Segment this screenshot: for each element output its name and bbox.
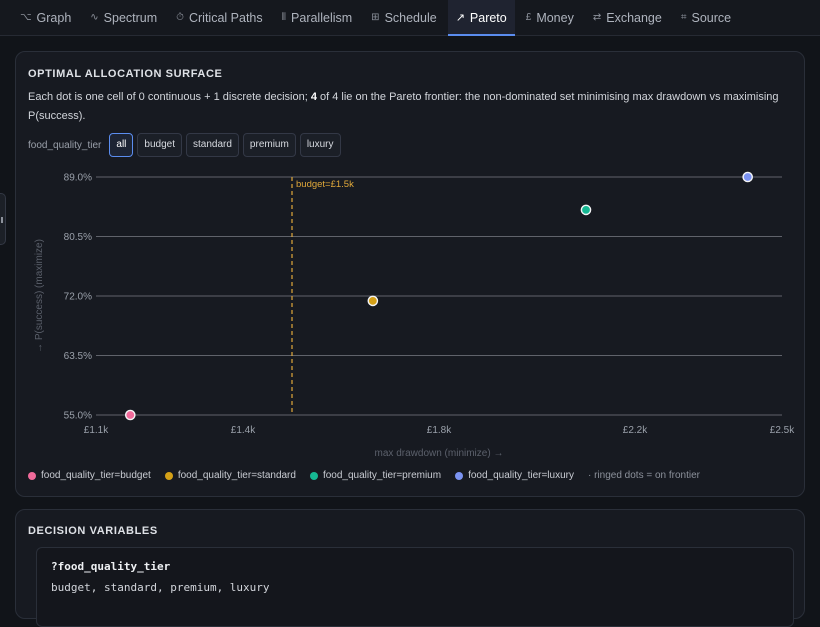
decision-variable-card: ?food_quality_tier budget, standard, pre… xyxy=(36,547,794,627)
budget-line-label: budget=£1.5k xyxy=(296,179,354,190)
panel-description: Each dot is one cell of 0 continuous + 1… xyxy=(28,88,788,126)
variable-name: ?food_quality_tier xyxy=(51,560,171,573)
critical-paths-icon: ⏱ xyxy=(176,12,184,23)
y-tick-label: 80.5% xyxy=(64,232,92,243)
x-axis-title: max drawdown (minimize) → xyxy=(375,448,504,459)
filter-chip-budget[interactable]: budget xyxy=(137,133,182,157)
tab-exchange[interactable]: ⇄ Exchange xyxy=(585,0,670,35)
legend-label: food_quality_tier=standard xyxy=(177,470,296,481)
tab-bar: ⌥ Graph ∿ Spectrum ⏱ Critical Paths ⦀ Paralleli… xyxy=(0,0,820,36)
tab-label: Source xyxy=(691,10,732,25)
filter-label: food_quality_tier xyxy=(28,139,102,151)
pareto-scatter-chart: 55.0% 63.5% 72.0% 80.5% 89.0% £1.1k £1.4k £1.8k… xyxy=(34,171,795,459)
legend-item: food_quality_tier=luxury xyxy=(455,470,574,481)
sidebar-toggle-handle[interactable] xyxy=(0,193,6,245)
decision-variables-panel: DECISION VARIABLES ?food_quality_tier bu… xyxy=(15,509,805,627)
tab-graph[interactable]: ⌥ Graph xyxy=(12,0,79,35)
tab-critical-paths[interactable]: ⏱ Critical Paths xyxy=(168,0,270,35)
description-text-rest: of 4 lie on the Pareto frontier: the non… xyxy=(28,91,779,122)
tab-label: Critical Paths xyxy=(188,10,263,25)
legend-swatch xyxy=(309,471,318,480)
variable-values: budget, standard, premium, luxury xyxy=(51,581,270,594)
y-axis-title: → P(success) (maximize) xyxy=(34,239,45,353)
tier-filter: food_quality_tier all budget standard premi… xyxy=(28,133,341,157)
parallelism-icon: ⦀ xyxy=(281,12,287,23)
data-point-standard xyxy=(367,295,379,307)
tab-money[interactable]: £ Money xyxy=(518,0,582,35)
tab-label: Schedule xyxy=(384,10,437,25)
tab-source[interactable]: ⌗ Source xyxy=(673,0,739,35)
x-tick-label: £1.8k xyxy=(427,425,452,436)
source-icon: ⌗ xyxy=(680,12,687,23)
legend-item: food_quality_tier=standard xyxy=(164,470,296,481)
tab-label: Spectrum xyxy=(103,10,158,25)
filter-chip-premium[interactable]: premium xyxy=(242,133,296,157)
filter-chip-standard[interactable]: standard xyxy=(186,133,239,157)
tab-pareto[interactable]: ↗ Pareto xyxy=(447,0,515,36)
schedule-icon: ⊞ xyxy=(371,12,380,23)
data-point-premium xyxy=(580,204,592,216)
legend-label: food_quality_tier=budget xyxy=(41,470,151,481)
filter-chip-all[interactable]: all xyxy=(109,133,134,157)
x-tick-label: £2.5k xyxy=(770,425,795,436)
x-tick-label: £1.1k xyxy=(84,425,109,436)
tab-label: Graph xyxy=(36,10,72,25)
data-point-budget xyxy=(125,409,136,421)
filter-chip-luxury[interactable]: luxury xyxy=(299,133,341,157)
money-icon: £ xyxy=(525,12,532,23)
tab-schedule[interactable]: ⊞ Schedule xyxy=(363,0,445,35)
data-point-luxury xyxy=(742,171,754,183)
x-tick-label: £2.2k xyxy=(623,425,648,436)
frontier-count: 4 xyxy=(310,91,317,103)
chart-legend: food_quality_tier=budget food_quality_tie… xyxy=(28,470,700,481)
y-tick-label: 89.0% xyxy=(64,173,92,184)
spectrum-icon: ∿ xyxy=(90,12,99,23)
legend-swatch xyxy=(455,471,464,480)
tab-parallelism[interactable]: ⦀ Parallelism xyxy=(274,0,361,35)
tab-label: Parallelism xyxy=(291,10,353,25)
exchange-icon: ⇄ xyxy=(592,12,602,23)
graph-icon: ⌥ xyxy=(20,12,32,23)
x-tick-label: £1.4k xyxy=(231,425,256,436)
allocation-surface-panel: OPTIMAL ALLOCATION SURFACE Each dot is o… xyxy=(15,51,805,497)
tab-label: Pareto xyxy=(469,10,507,25)
pareto-icon: ↗ xyxy=(455,12,465,24)
panel-title: OPTIMAL ALLOCATION SURFACE xyxy=(28,68,223,80)
y-tick-label: 63.5% xyxy=(64,351,92,362)
tab-spectrum[interactable]: ∿ Spectrum xyxy=(82,0,165,35)
panel-title: DECISION VARIABLES xyxy=(28,525,158,537)
legend-item: food_quality_tier=budget xyxy=(28,470,151,481)
tab-label: Exchange xyxy=(606,10,662,25)
y-tick-label: 72.0% xyxy=(64,292,92,303)
legend-note: · ringed dots = on frontier xyxy=(587,470,700,481)
tab-label: Money xyxy=(536,10,574,25)
y-tick-label: 55.0% xyxy=(64,411,92,422)
legend-label: food_quality_tier=luxury xyxy=(468,470,574,481)
legend-swatch xyxy=(28,471,36,480)
description-text: Each dot is one cell of 0 continuous + 1… xyxy=(28,91,311,103)
legend-item: food_quality_tier=premium xyxy=(309,470,442,481)
legend-label: food_quality_tier=premium xyxy=(322,470,442,481)
legend-swatch xyxy=(164,471,173,480)
